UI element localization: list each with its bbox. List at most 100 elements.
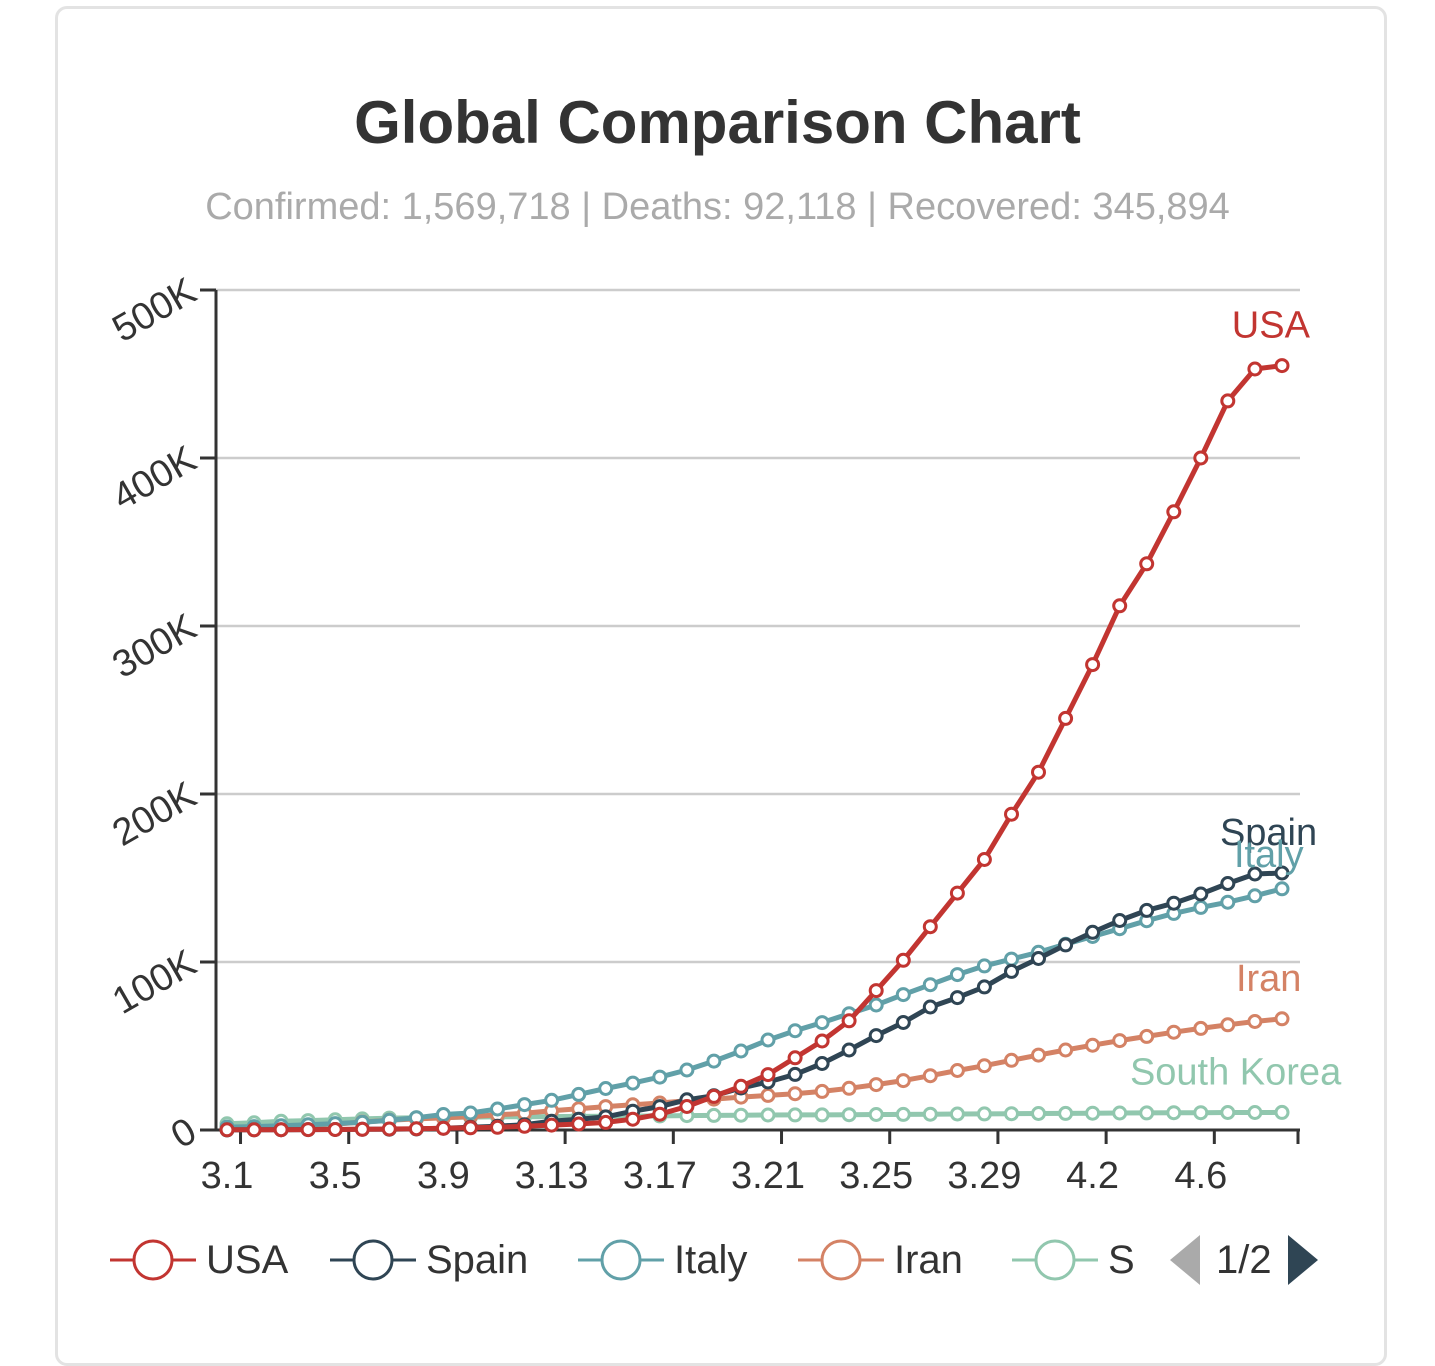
data-point	[1247, 361, 1263, 377]
x-axis-ticks: 3.1 3.5 3.9 3.13 3.17 3.21 3.25 3.29 4.2 4.6	[201, 1155, 1228, 1197]
data-point	[733, 1107, 749, 1123]
data-point	[1031, 951, 1046, 966]
data-point	[435, 1107, 451, 1122]
legend-item-iran[interactable]: Iran	[798, 1228, 963, 1292]
data-point	[1004, 806, 1019, 822]
series-line	[224, 363, 1285, 1133]
chart-card	[55, 6, 1387, 1366]
legend-page-indicator: 1/2	[1216, 1237, 1272, 1282]
data-point	[1220, 393, 1236, 409]
data-point	[1085, 924, 1101, 940]
data-point	[1112, 1105, 1128, 1121]
data-point	[1058, 1042, 1074, 1058]
data-point	[246, 1122, 262, 1138]
data-point	[922, 977, 938, 993]
end-label-spain: Spain	[1220, 812, 1317, 854]
x-tick-label: 3.13	[515, 1155, 589, 1197]
legend-label: USA	[206, 1237, 289, 1282]
data-point	[976, 1058, 992, 1074]
series-south-korea	[219, 1104, 1290, 1132]
data-point	[1058, 1105, 1074, 1121]
legend-item-spain[interactable]: Spain	[330, 1228, 528, 1292]
data-point	[463, 1105, 478, 1121]
x-tick-label: 3.25	[839, 1155, 913, 1197]
x-tick-label: 3.5	[309, 1155, 362, 1197]
data-point	[814, 1056, 830, 1071]
data-point	[949, 885, 965, 901]
data-point	[976, 979, 992, 995]
data-point	[1220, 894, 1236, 910]
legend-item-usa[interactable]: USA	[110, 1228, 288, 1292]
data-point	[733, 1043, 749, 1059]
data-point	[1274, 881, 1290, 897]
legend-line-circle-icon	[578, 1239, 664, 1281]
legend-pager: 1/2	[1168, 1228, 1320, 1292]
data-point	[463, 1120, 478, 1136]
data-point	[679, 1062, 695, 1078]
data-point	[895, 987, 911, 1003]
data-point	[408, 1121, 424, 1137]
data-point	[300, 1122, 316, 1138]
y-tick-label: 200K	[106, 774, 204, 855]
data-point	[1220, 1105, 1236, 1120]
data-point	[327, 1122, 343, 1137]
data-point	[760, 1107, 776, 1123]
data-point	[490, 1101, 505, 1117]
data-point	[1193, 1105, 1209, 1121]
data-point	[922, 919, 938, 935]
data-point	[760, 1032, 776, 1048]
legend-item-south-korea[interactable]: South Korea	[1012, 1228, 1136, 1292]
data-point	[1220, 876, 1236, 891]
legend-label: Italy	[674, 1237, 748, 1282]
legend-label: Iran	[894, 1237, 963, 1282]
legend-line-circle-icon	[798, 1239, 884, 1281]
data-point	[949, 967, 965, 983]
data-point	[949, 1106, 965, 1122]
data-point	[1193, 1020, 1209, 1036]
data-point	[1193, 899, 1209, 915]
data-point	[787, 1023, 803, 1039]
y-tick-label: 100K	[106, 942, 204, 1023]
data-point	[949, 1063, 965, 1078]
data-point	[1112, 598, 1128, 614]
legend-label: Spain	[426, 1237, 529, 1282]
data-point	[868, 1028, 884, 1044]
data-point	[868, 1077, 884, 1093]
data-point	[706, 1088, 722, 1104]
series-line	[224, 870, 1285, 1133]
data-point	[544, 1092, 560, 1108]
data-point	[1166, 1024, 1182, 1040]
y-tick-label: 300K	[106, 606, 204, 687]
end-label-usa: USA	[1232, 305, 1311, 347]
data-point	[1166, 504, 1182, 520]
data-point	[1139, 1028, 1155, 1044]
data-point	[841, 1013, 857, 1029]
data-point	[1058, 937, 1074, 953]
triangle-left-icon[interactable]	[1168, 1235, 1202, 1285]
data-point	[1193, 450, 1209, 466]
legend-item-italy[interactable]: Italy	[578, 1228, 747, 1292]
x-tick-label: 3.21	[731, 1155, 805, 1197]
data-point	[922, 1068, 938, 1084]
data-point	[868, 1107, 884, 1122]
data-point	[895, 1073, 911, 1089]
data-point	[1274, 865, 1290, 881]
data-point	[435, 1120, 451, 1136]
triangle-right-icon[interactable]	[1286, 1235, 1320, 1285]
data-point	[787, 1086, 803, 1102]
data-point	[922, 999, 938, 1015]
data-point	[787, 1066, 803, 1082]
data-point	[1058, 710, 1074, 726]
x-tick-label: 3.1	[201, 1155, 254, 1197]
data-point	[787, 1050, 803, 1066]
data-point	[895, 952, 911, 968]
data-point	[1031, 1047, 1046, 1063]
data-point	[949, 990, 965, 1006]
data-point	[1085, 1037, 1101, 1053]
series-lines	[219, 358, 1290, 1138]
legend-label: South Korea	[1108, 1237, 1136, 1282]
data-point	[1247, 888, 1263, 904]
data-point	[625, 1111, 641, 1127]
chart-subtitle: Confirmed: 1,569,718 | Deaths: 92,118 | …	[205, 186, 1230, 228]
data-point	[1247, 1105, 1263, 1120]
